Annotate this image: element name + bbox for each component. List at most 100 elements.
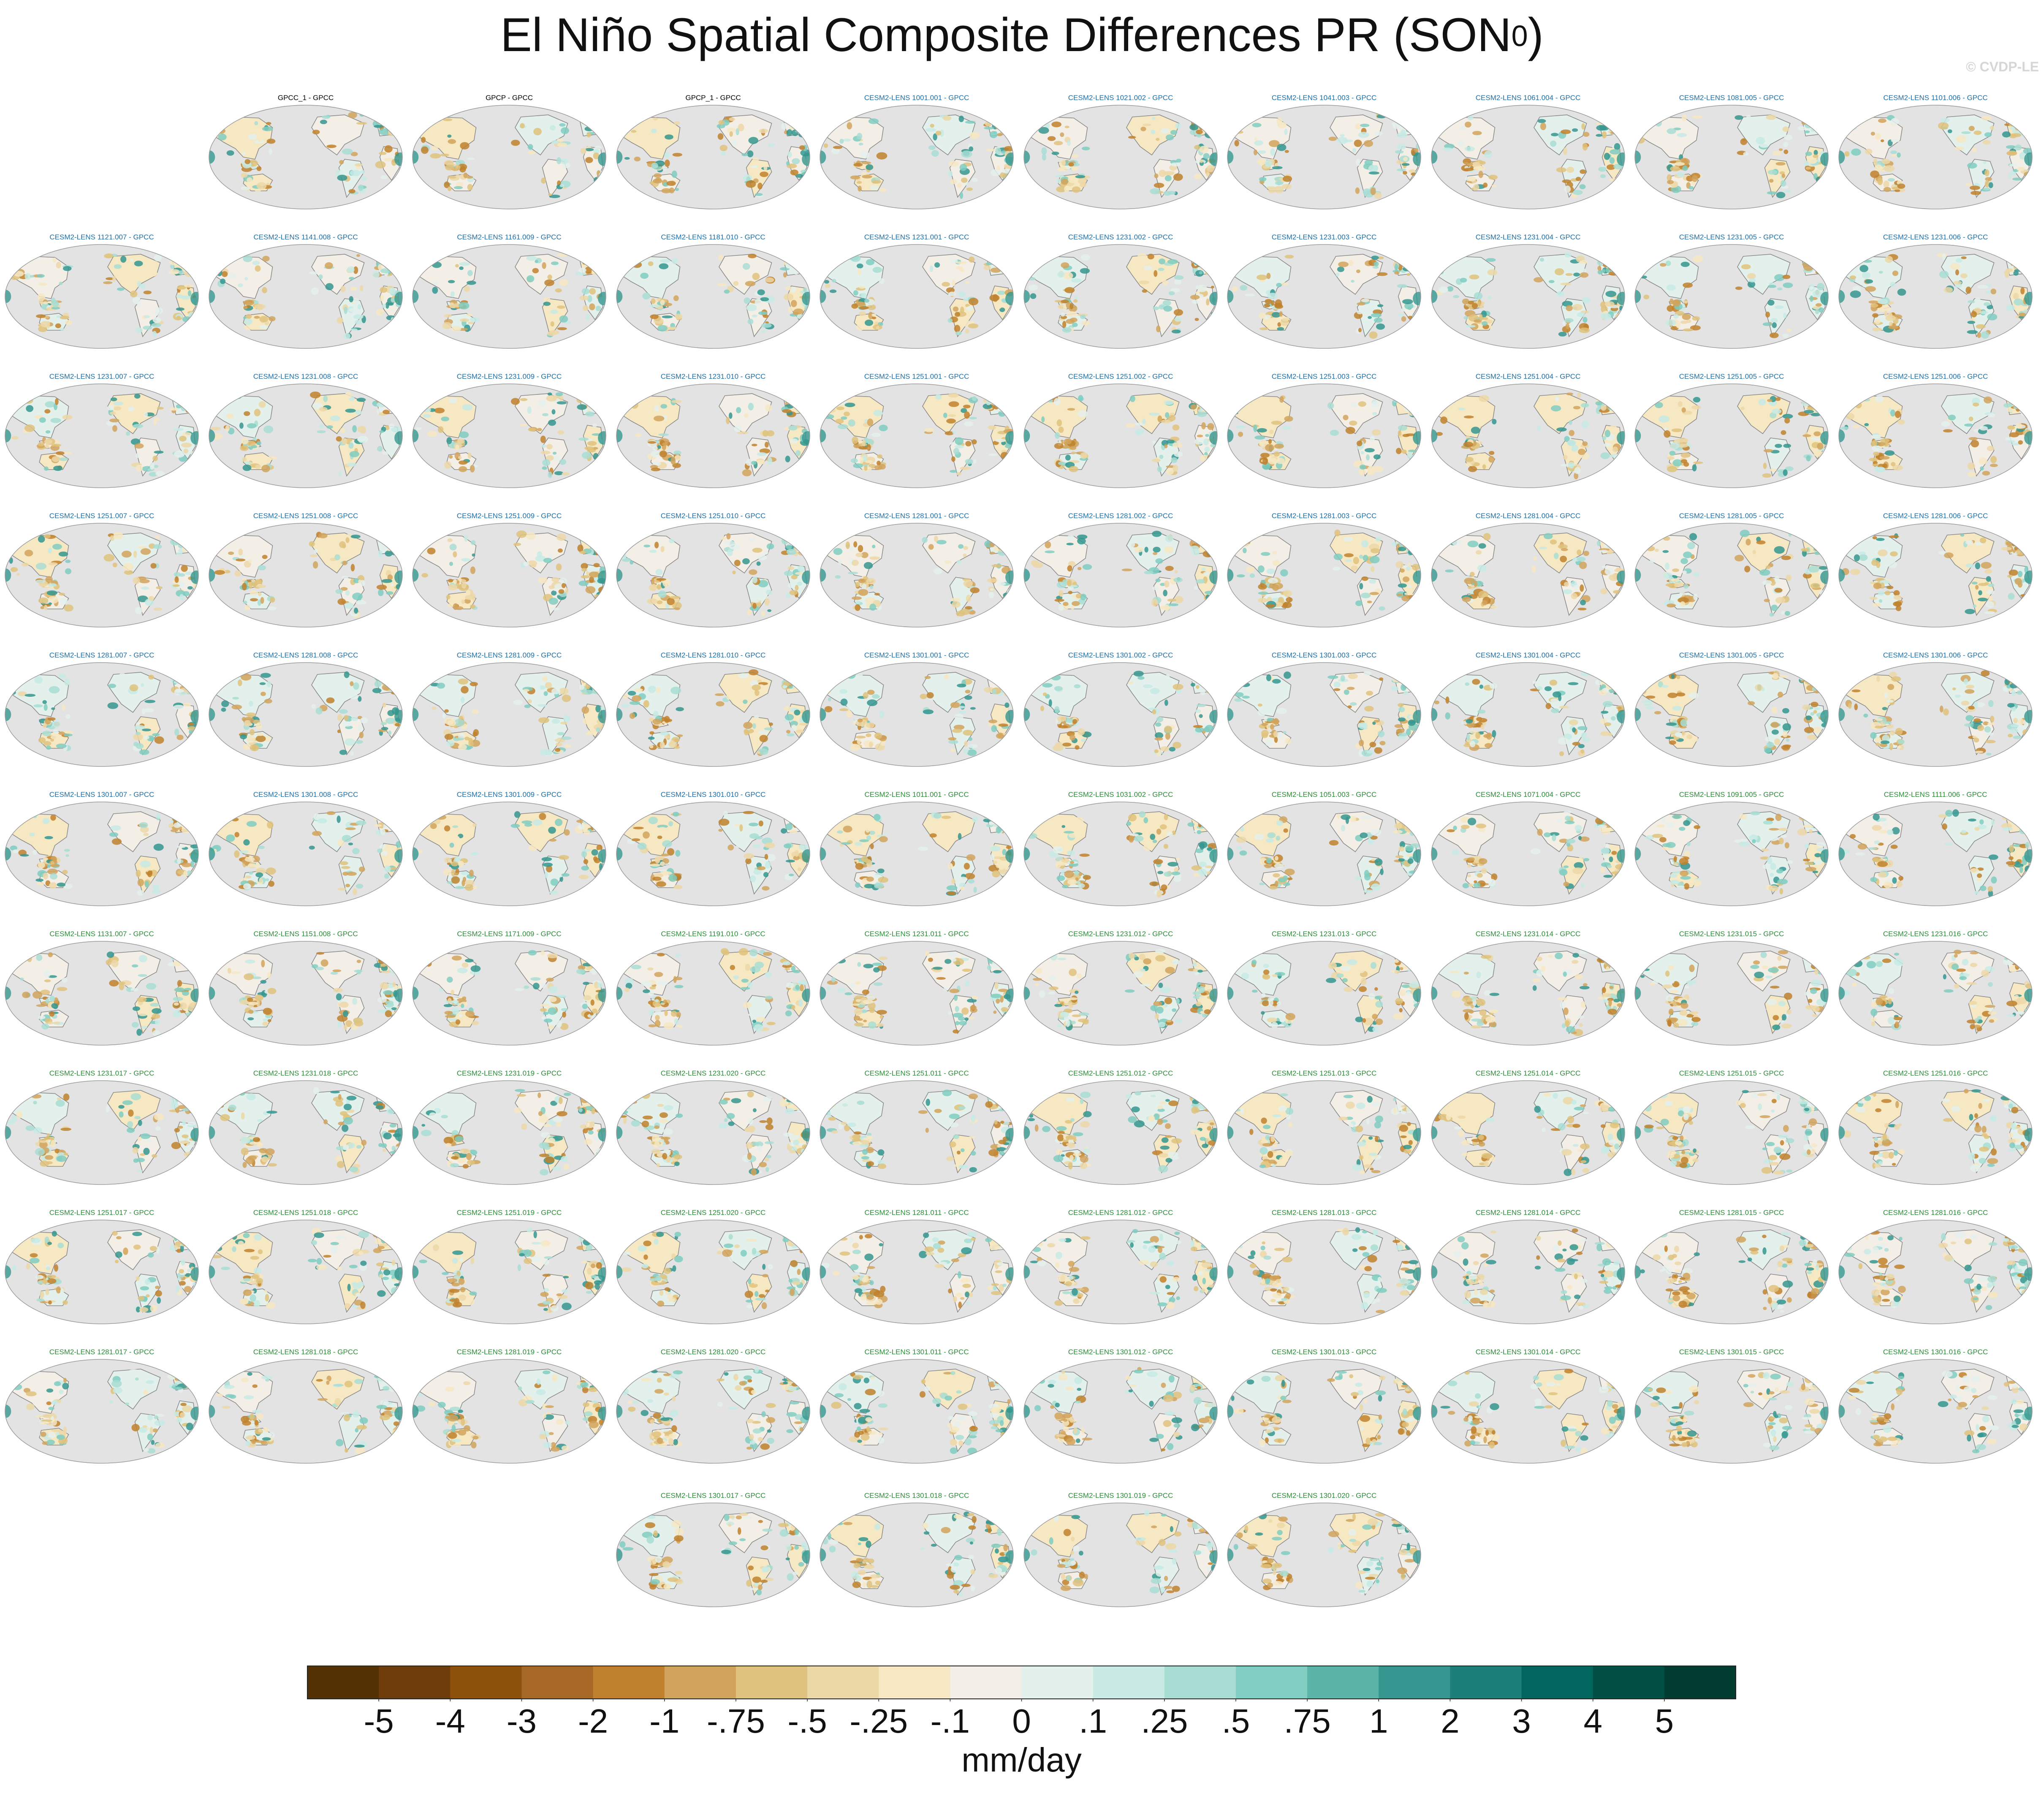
anomaly-cell [787, 307, 793, 312]
anomaly-cell [798, 132, 808, 138]
anomaly-cell [1369, 556, 1380, 564]
anomaly-cell [254, 121, 258, 125]
anomaly-cell [1892, 270, 1898, 276]
anomaly-cell [349, 451, 359, 457]
anomaly-cell [1811, 537, 1820, 541]
land-mass [621, 117, 680, 160]
map-panel: CESM2-LENS 1041.003 - GPCC [1227, 94, 1422, 211]
anomaly-cell [965, 459, 973, 465]
anomaly-cell [1888, 325, 1899, 329]
anomaly-cell [1064, 287, 1075, 293]
anomaly-cell [357, 696, 361, 702]
anomaly-cell [958, 115, 964, 122]
anomaly-cell [110, 535, 114, 541]
anomaly-cell [316, 677, 321, 682]
anomaly-cell [176, 734, 184, 740]
anomaly-cell [965, 441, 972, 447]
anomaly-cell [173, 705, 185, 709]
anomaly-cell [1368, 316, 1372, 319]
anomaly-cell [649, 731, 654, 735]
anomaly-cell [254, 188, 261, 192]
anomaly-cell [676, 734, 683, 737]
anomaly-cell [433, 282, 438, 285]
anomaly-cell [1572, 128, 1578, 132]
anomaly-cell [1550, 405, 1561, 412]
anomaly-cell [1041, 147, 1047, 155]
anomaly-cell [1577, 448, 1585, 455]
anomaly-cell [1066, 580, 1072, 587]
map-border [5, 662, 199, 767]
anomaly-cell [2018, 315, 2025, 319]
map-panel-svg: CESM2-LENS 1231.003 - GPCC [1227, 234, 1421, 349]
anomaly-cell [1345, 427, 1355, 434]
map-panel-svg: CESM2-LENS 1281.004 - GPCC [1431, 512, 1625, 628]
anomaly-cell [547, 274, 552, 280]
anomaly-cell [1408, 124, 1414, 130]
map-panel: CESM2-LENS 1231.005 - GPCC [1634, 234, 1829, 350]
anomaly-cell [556, 401, 567, 405]
land-mass [1737, 114, 1791, 156]
anomaly-cell [1066, 311, 1077, 317]
anomaly-cell [929, 265, 934, 272]
anomaly-cell [255, 465, 261, 469]
anomaly-cell [1797, 126, 1807, 130]
anomaly-cell [149, 462, 155, 470]
anomaly-cell [1172, 442, 1183, 448]
anomaly-cell [1961, 256, 1967, 259]
anomaly-cell [1464, 146, 1475, 152]
map-panel-svg: CESM2-LENS 1281.005 - GPCC [1634, 512, 1829, 628]
anomaly-cell [761, 330, 766, 333]
anomaly-cell [1809, 286, 1814, 290]
anomaly-cell [1258, 584, 1267, 590]
anomaly-cell [244, 277, 248, 281]
anomaly-cell [263, 425, 273, 433]
anomaly-cell [1560, 283, 1571, 285]
anomaly-cell [243, 600, 247, 604]
map-panel: GPCP_1 - GPCC [616, 94, 811, 211]
anomaly-cell [1282, 426, 1292, 430]
anomaly-cell [585, 314, 590, 321]
anomaly-cell [1556, 291, 1564, 297]
anomaly-cell [379, 677, 389, 682]
anomaly-cell [1408, 261, 1417, 264]
anomaly-cell [349, 308, 359, 312]
map-panel-svg: CESM2-LENS 1281.002 - GPCC [1023, 512, 1218, 628]
anomaly-cell [669, 596, 681, 599]
anomaly-cell [1612, 590, 1623, 594]
anomaly-cell [380, 268, 391, 274]
anomaly-cell [876, 152, 888, 160]
anomaly-cell [1258, 592, 1268, 595]
anomaly-cell [1671, 428, 1683, 432]
anomaly-cell [459, 266, 464, 270]
map-panel: CESM2-LENS 1101.006 - GPCC [1838, 94, 2033, 211]
anomaly-cell [133, 424, 144, 428]
anomaly-cell [58, 731, 65, 735]
anomaly-cell [1872, 313, 1878, 318]
anomaly-cell [1783, 443, 1791, 448]
anomaly-cell [349, 296, 353, 302]
anomaly-cell [1271, 312, 1281, 318]
anomaly-cell [356, 600, 366, 605]
anomaly-cell [654, 541, 659, 549]
anomaly-cell [1163, 191, 1172, 196]
anomaly-cell [1943, 429, 1953, 433]
anomaly-cell [1870, 303, 1878, 308]
anomaly-cell [860, 151, 869, 159]
anomaly-cell [1948, 415, 1956, 421]
anomaly-cell [843, 411, 850, 416]
anomaly-cell [1266, 273, 1271, 279]
anomaly-cell [960, 307, 964, 314]
anomaly-cell [112, 276, 116, 282]
anomaly-cell [1975, 324, 1985, 329]
anomaly-cell [1778, 148, 1783, 151]
anomaly-cell [859, 311, 866, 316]
land-mass [922, 533, 976, 574]
anomaly-cell [541, 444, 547, 448]
anomaly-cell [459, 262, 470, 266]
anomaly-cell [1985, 601, 1994, 608]
anomaly-cell [1667, 174, 1672, 181]
map-border [5, 383, 199, 488]
anomaly-cell [1153, 306, 1159, 310]
anomaly-cell [1374, 261, 1379, 266]
anomaly-cell [1873, 583, 1881, 589]
